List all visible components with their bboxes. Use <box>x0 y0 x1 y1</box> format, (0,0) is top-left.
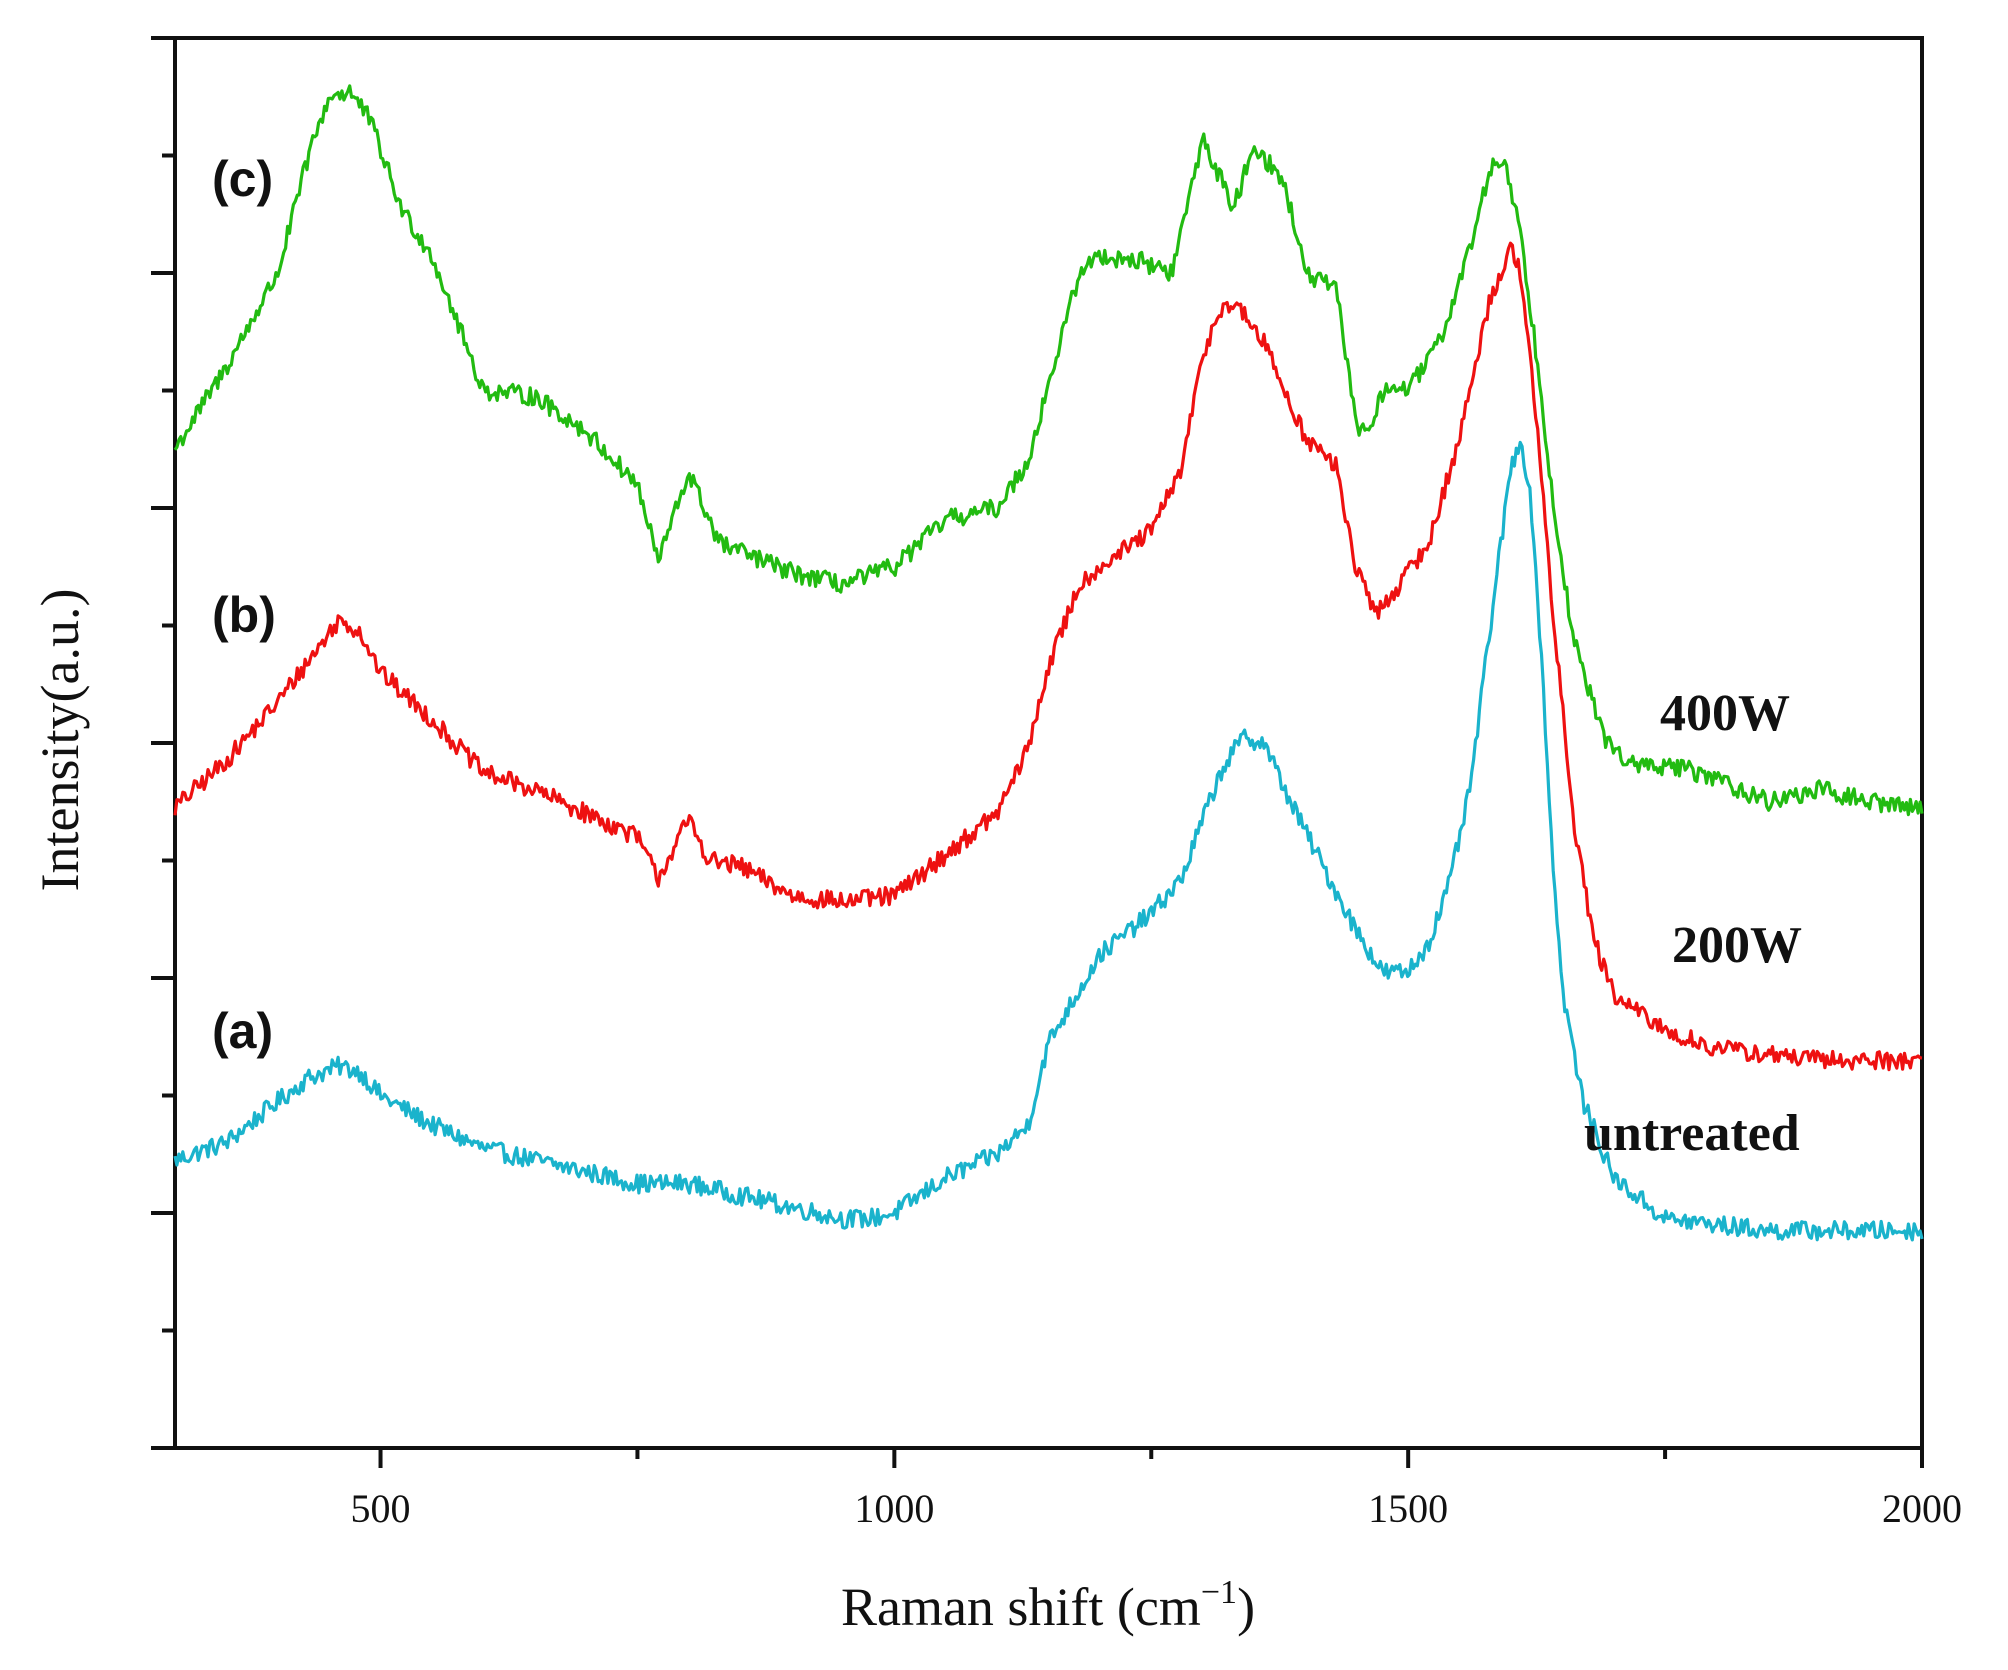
plot-frame <box>173 36 1924 1450</box>
series-line-200w <box>173 241 1923 1072</box>
x-axis-title: Raman shift (cm−1) <box>841 1574 1255 1637</box>
series-label-untreated: untreated <box>1584 1105 1800 1162</box>
panel-label-a: (a) <box>212 1003 273 1059</box>
x-axis-title-main: Raman shift (cm <box>841 1577 1201 1637</box>
y-axis-title: Intensity(a.u.) <box>30 589 90 892</box>
x-axis-title-superscript: −1 <box>1201 1574 1237 1611</box>
x-tick-label: 1000 <box>854 1486 934 1531</box>
x-tick-label: 1500 <box>1368 1486 1448 1531</box>
axis-ticks <box>151 36 1924 1468</box>
panel-label-c: (c) <box>212 151 273 207</box>
series-label-400w: 400W <box>1660 685 1790 742</box>
x-axis-title-close: ) <box>1237 1577 1255 1637</box>
x-tick-label: 500 <box>351 1486 411 1531</box>
x-tick-label: 2000 <box>1882 1486 1962 1531</box>
series-label-200w: 200W <box>1672 917 1802 974</box>
panel-label-b: (b) <box>212 587 276 643</box>
series-line-400w <box>173 84 1924 817</box>
series-line-untreated <box>173 440 1924 1242</box>
series-layer <box>173 84 1924 1242</box>
